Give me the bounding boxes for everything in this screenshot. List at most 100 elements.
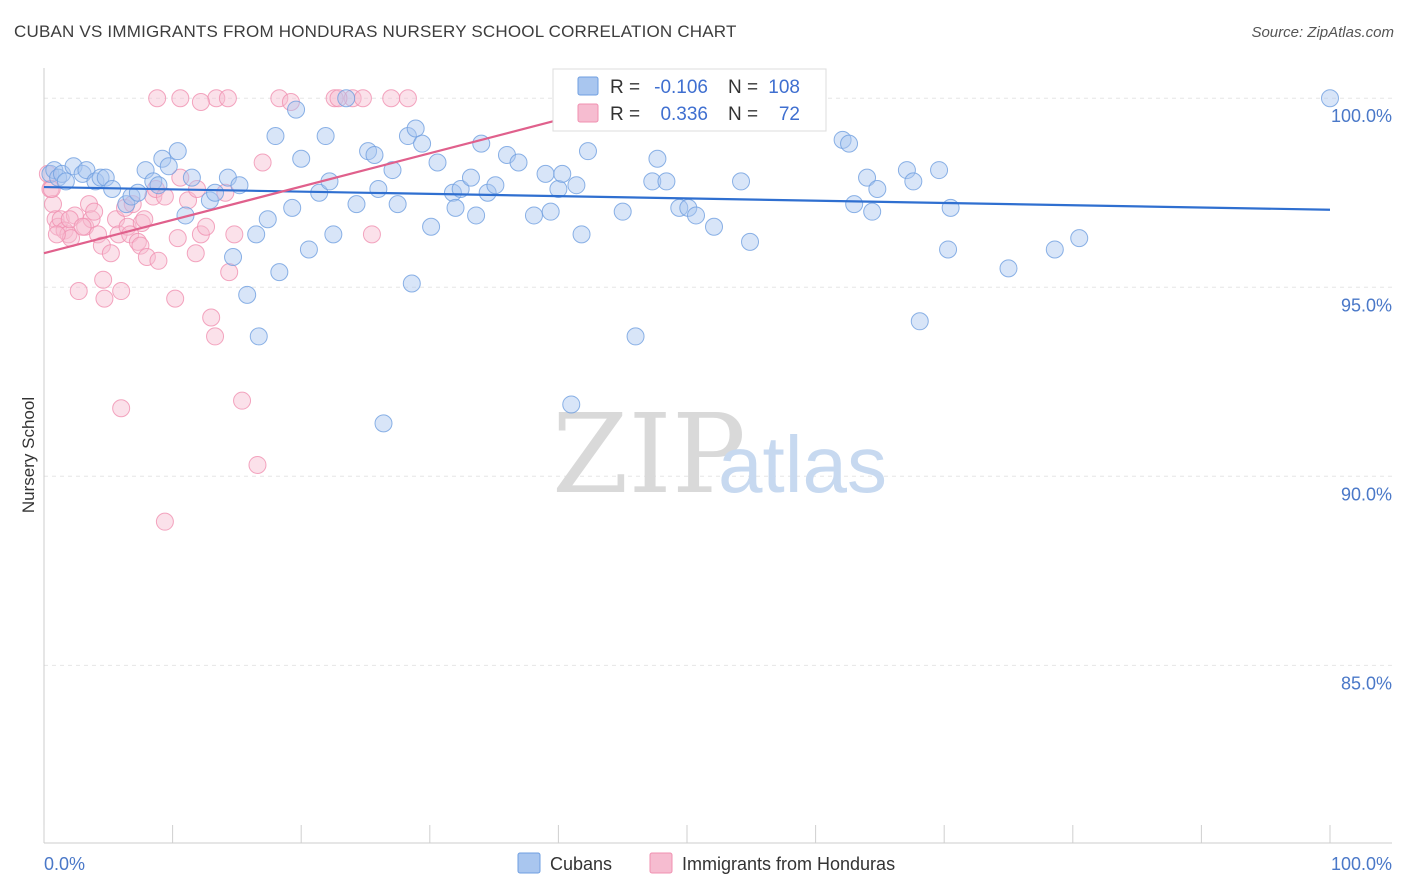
stats-swatch-cubans [577,76,599,96]
stats-swatch-honduras [577,103,599,123]
x-axis-ticks [43,825,1331,843]
honduras-point [197,217,216,236]
cubans-point [732,172,751,191]
cubans-point [536,164,555,183]
honduras-point [123,195,142,214]
cubans-point [153,149,172,168]
cubans-point [562,395,581,414]
stats-r-value-honduras: 0.336 [660,104,708,125]
cubans-point [478,183,497,202]
cubans-point [337,89,356,108]
cubans-point [930,161,949,180]
y-tick-label-0: 100.0% [1331,106,1392,126]
cubans-point [374,414,393,433]
cubans-point [347,195,366,214]
cubans-point [657,172,676,191]
cubans-point [863,202,882,221]
honduras-point [47,225,66,244]
honduras-point [382,89,401,108]
stats-r-label-cubans: R = [610,77,640,98]
cubans-point [897,161,916,180]
legend-swatch-honduras [649,852,673,874]
cubans-point [258,210,277,229]
cubans-point [643,172,662,191]
legend-swatch-cubans [517,852,541,874]
cubans-point [428,153,447,172]
cubans-point [96,168,115,187]
honduras-point [270,89,289,108]
cubans-point [398,127,417,146]
stats-n-label-cubans: N = [728,77,758,98]
honduras-point [112,282,131,301]
honduras-point [166,289,185,308]
cubans-point [910,312,929,331]
y-tick-label-2: 90.0% [1341,484,1392,504]
cubans-point [446,198,465,217]
y-tick-label-3: 85.0% [1341,673,1392,693]
honduras-point [44,195,63,214]
cubans-point [128,183,147,202]
honduras-point [85,202,104,221]
cubans-point [467,206,486,225]
honduras-point [248,455,267,474]
honduras-point [168,229,187,248]
cubans-point [549,179,568,198]
honduras-point [149,251,168,270]
cubans-trend-line [43,185,1331,211]
stats-r-value-cubans: -0.106 [654,77,708,98]
cubans-point [287,100,306,119]
honduras-point [51,210,70,229]
honduras-point [155,512,174,531]
cubans-point [626,327,645,346]
honduras-trend-line [43,97,643,255]
cubans-point [249,327,268,346]
x-tick-label-min: 0.0% [44,854,85,874]
cubans-point [369,179,388,198]
honduras-point [101,244,120,263]
honduras-point [218,89,237,108]
cubans-point [266,127,285,146]
source-credit: Source: ZipAtlas.com [1251,24,1394,41]
honduras-point [329,89,348,108]
cubans-point [509,153,528,172]
cubans-point [316,127,335,146]
cubans-point [705,217,724,236]
honduras-point [171,89,190,108]
y-axis-label: Nursery School [19,397,38,513]
cubans-point [283,198,302,217]
x-tick-label-max: 100.0% [1331,854,1392,874]
honduras-point [82,210,101,229]
honduras-point [155,187,174,206]
legend-label-honduras: Immigrants from Honduras [682,854,895,874]
cubans-point [567,176,586,195]
trend-lines [43,97,1331,255]
cubans-point [572,225,591,244]
honduras-point [343,89,362,108]
cubans-point [149,176,168,195]
honduras-point [148,89,167,108]
cubans-point [91,168,110,187]
cubans-point [840,134,859,153]
chart-title: CUBAN VS IMMIGRANTS FROM HONDURAS NURSER… [14,22,737,41]
cubans-point [413,134,432,153]
cubans-points [41,89,1339,433]
honduras-point [216,183,235,202]
cubans-point [999,259,1018,278]
cubans-point [613,202,632,221]
stats-r-label-honduras: R = [610,104,640,125]
cubans-point [741,232,760,251]
cubans-point [159,157,178,176]
honduras-point [42,179,61,198]
watermark-atlas: atlas [718,420,887,509]
cubans-point [324,225,343,244]
cubans-point [858,168,877,187]
honduras-point [233,391,252,410]
cubans-point [206,183,225,202]
cubans-point [270,263,289,282]
cubans-point [524,206,543,225]
y-axis-tick-labels: 100.0% 95.0% 90.0% 85.0% [1331,106,1392,693]
cubans-point [845,195,864,214]
cubans-point [383,161,402,180]
legend-label-cubans: Cubans [550,854,612,874]
